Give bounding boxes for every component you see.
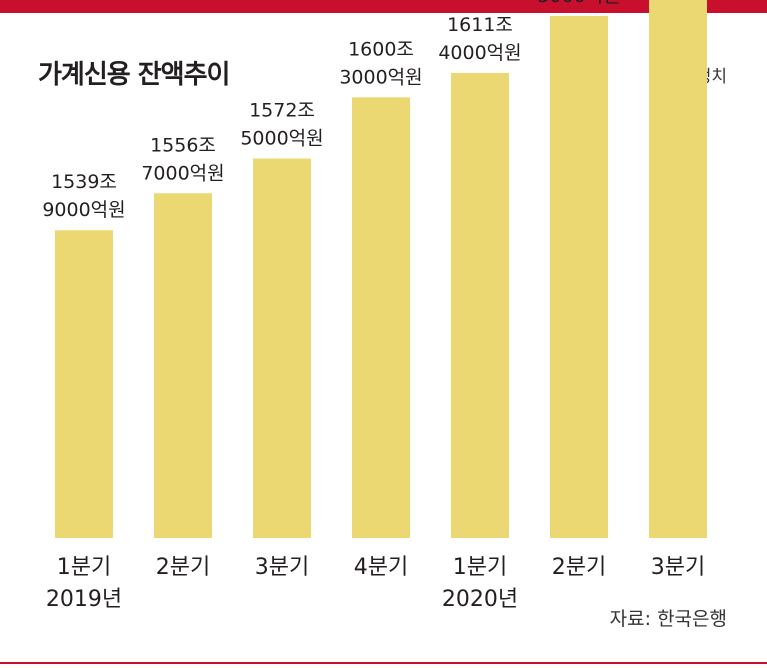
value-label-billion-2: 7000억원 [141, 162, 224, 184]
chart-title: 가계신용 잔액추이 [38, 60, 230, 90]
value-label-billion-3: 5000억원 [240, 128, 323, 150]
year-label-1: 2019년 [46, 587, 122, 612]
year-label-5: 2020년 [442, 587, 518, 612]
bars-group [55, 0, 707, 539]
source-label: 자료: 한국은행 [609, 608, 727, 630]
top-accent-bar [0, 0, 767, 13]
bottom-accent-line [0, 662, 767, 664]
value-label-billion-1: 9000억원 [42, 199, 125, 221]
bar-4 [352, 97, 410, 538]
value-label-trillion-2: 1556조 [150, 134, 216, 156]
value-label-billion-5: 4000억원 [438, 42, 521, 64]
value-label-trillion-5: 1611조 [447, 14, 513, 36]
bar-7 [649, 0, 707, 538]
bar-2 [154, 193, 212, 538]
value-label-billion-6: 3000억원 [537, 0, 620, 7]
category-label-6: 2분기 [552, 555, 606, 580]
bar-6 [550, 15, 608, 538]
category-label-7: 3분기 [651, 555, 705, 580]
value-label-trillion-3: 1572조 [249, 100, 315, 122]
category-label-2: 2분기 [156, 555, 210, 580]
bar-3 [253, 158, 311, 538]
labels-group: 1539조 9000억원 1분기 2019년 1556조 7000억원 2분기 1572조 50… [42, 0, 705, 612]
value-label-billion-4: 3000억원 [339, 66, 422, 88]
category-label-1: 1분기 [57, 555, 111, 580]
bar-1 [55, 230, 113, 538]
category-label-5: 1분기 [453, 555, 507, 580]
value-label-trillion-1: 1539조 [51, 171, 117, 193]
value-label-trillion-4: 1600조 [348, 38, 414, 60]
category-label-3: 3분기 [255, 555, 309, 580]
category-label-4: 4분기 [354, 555, 408, 580]
bar-5 [451, 72, 509, 539]
